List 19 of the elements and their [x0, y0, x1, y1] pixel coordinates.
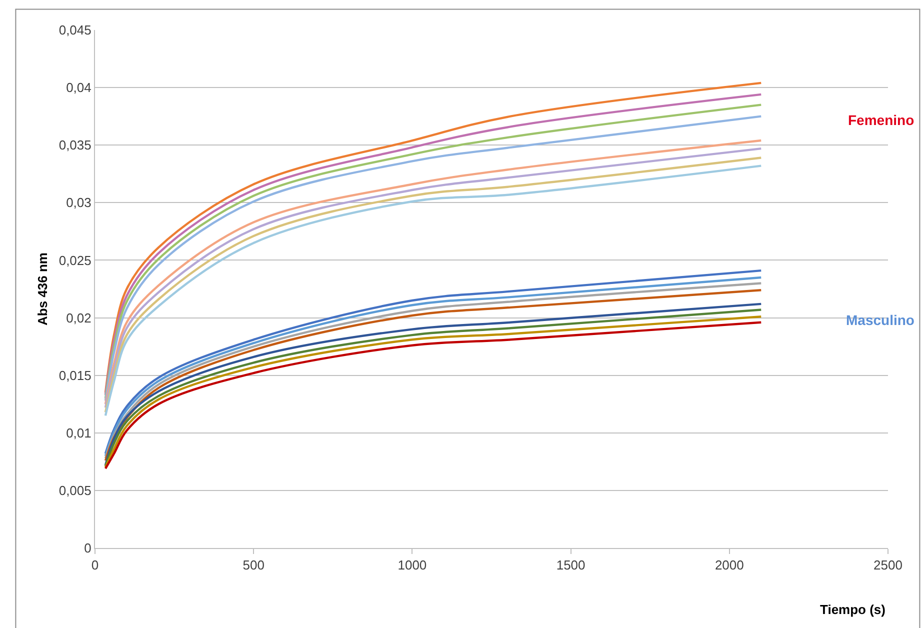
y-tick-label: 0,04 [66, 80, 92, 96]
y-tick-label: 0,03 [66, 195, 92, 210]
y-tick-label: 0,02 [66, 310, 92, 326]
y-axis-title: Abs 436 nm [34, 252, 50, 326]
y-tick-label: 0,015 [58, 368, 92, 383]
x-axis-title: Tiempo (s) [820, 602, 886, 617]
y-tick-label: 0 [84, 540, 92, 556]
y-tick-label: 0,025 [58, 252, 92, 268]
y-tick-label: 0,005 [58, 482, 92, 498]
y-tick-label: 0,035 [58, 138, 92, 153]
annotation: Masculino [846, 312, 914, 328]
x-tick-label: 1000 [398, 558, 427, 573]
x-tick-label: 500 [242, 558, 264, 573]
annotation: Femenino [848, 112, 914, 128]
y-tick-label: 0,01 [66, 425, 92, 440]
y-tick-label: 0,045 [58, 22, 92, 38]
x-tick-label: 2000 [714, 558, 744, 573]
x-tick-label: 1500 [556, 558, 586, 573]
x-tick-label: 2500 [874, 558, 902, 573]
